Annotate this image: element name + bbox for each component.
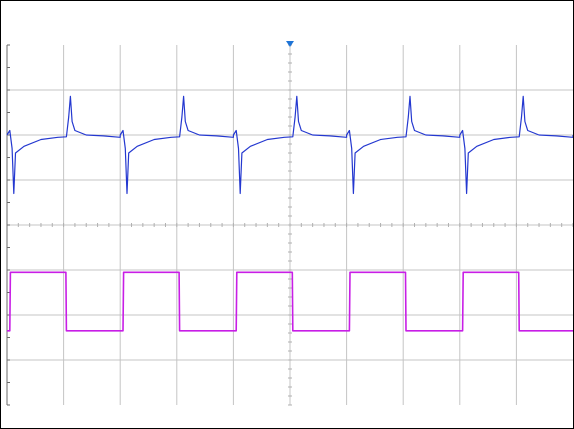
waveform-1 xyxy=(6,95,573,195)
trigger-marker xyxy=(286,41,294,47)
waveform-2 xyxy=(7,271,573,332)
